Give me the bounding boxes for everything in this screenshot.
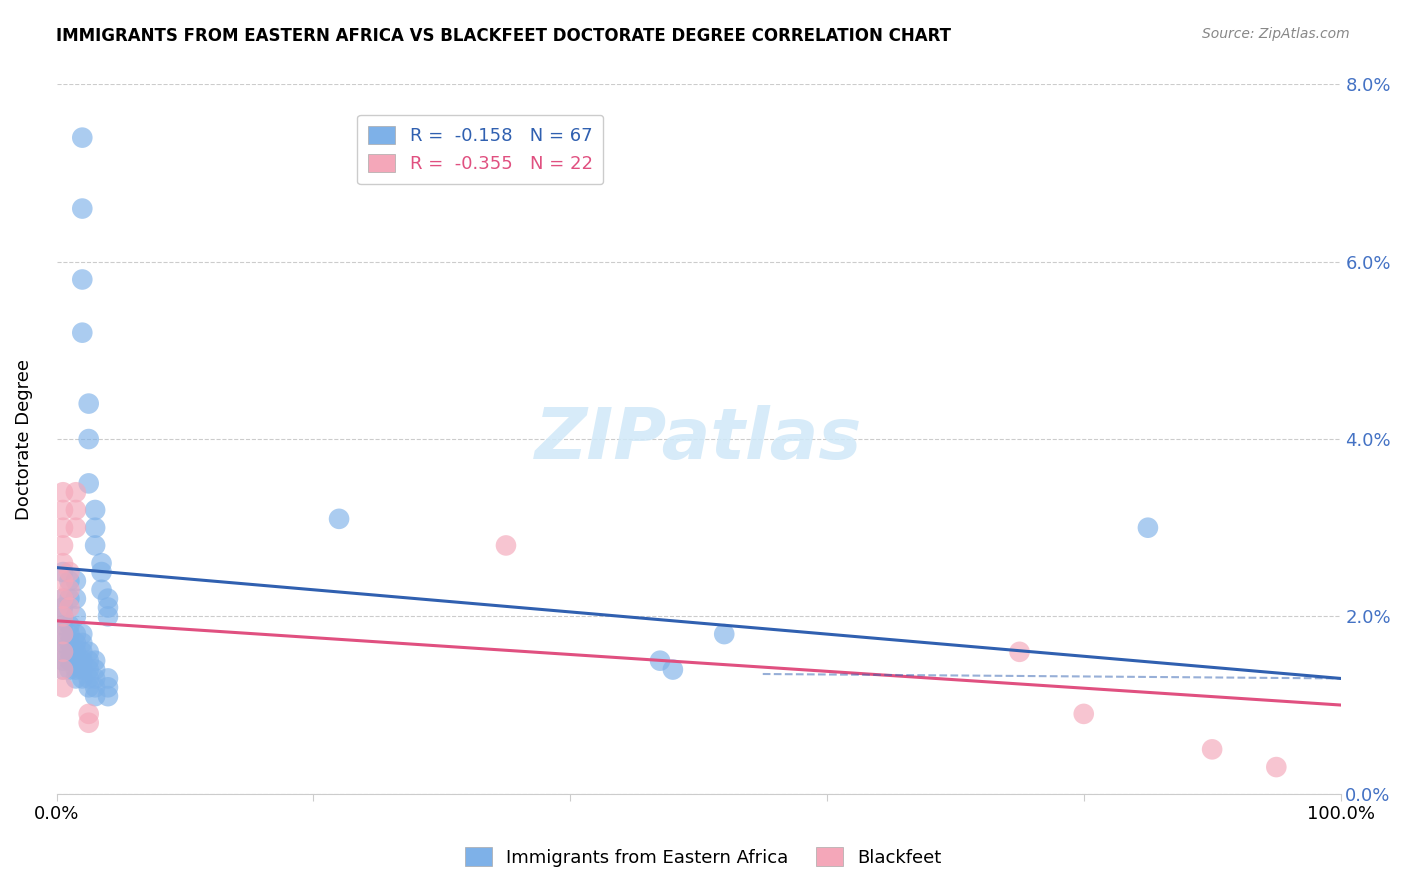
Point <box>65 663 87 677</box>
Point <box>52 681 75 695</box>
Point <box>65 627 87 641</box>
Point <box>65 574 87 588</box>
Point <box>77 715 100 730</box>
Legend: Immigrants from Eastern Africa, Blackfeet: Immigrants from Eastern Africa, Blackfee… <box>457 840 949 874</box>
Point <box>52 485 75 500</box>
Point <box>84 503 107 517</box>
Point <box>90 556 112 570</box>
Point <box>97 672 120 686</box>
Point <box>52 556 75 570</box>
Point <box>72 636 94 650</box>
Y-axis label: Doctorate Degree: Doctorate Degree <box>15 359 32 519</box>
Point <box>84 538 107 552</box>
Point <box>52 574 75 588</box>
Point <box>58 618 80 632</box>
Point <box>1265 760 1288 774</box>
Point <box>52 600 75 615</box>
Point <box>65 636 87 650</box>
Point <box>72 130 94 145</box>
Point <box>65 645 87 659</box>
Point <box>648 654 671 668</box>
Point <box>58 645 80 659</box>
Point <box>58 663 80 677</box>
Point <box>72 672 94 686</box>
Point <box>662 663 685 677</box>
Point <box>58 582 80 597</box>
Point <box>84 654 107 668</box>
Point <box>65 521 87 535</box>
Point <box>84 672 107 686</box>
Point <box>1201 742 1223 756</box>
Legend: R =  -0.158   N = 67, R =  -0.355   N = 22: R = -0.158 N = 67, R = -0.355 N = 22 <box>357 115 603 184</box>
Point <box>72 654 94 668</box>
Point <box>65 654 87 668</box>
Point <box>52 627 75 641</box>
Point <box>58 600 80 615</box>
Point <box>52 591 75 606</box>
Point <box>65 609 87 624</box>
Point <box>52 609 75 624</box>
Point <box>52 521 75 535</box>
Point <box>52 503 75 517</box>
Point <box>52 645 75 659</box>
Point <box>97 591 120 606</box>
Point <box>90 565 112 579</box>
Point <box>77 681 100 695</box>
Point <box>495 538 517 552</box>
Point <box>90 582 112 597</box>
Point <box>77 654 100 668</box>
Text: IMMIGRANTS FROM EASTERN AFRICA VS BLACKFEET DOCTORATE DEGREE CORRELATION CHART: IMMIGRANTS FROM EASTERN AFRICA VS BLACKF… <box>56 27 952 45</box>
Point <box>52 627 75 641</box>
Point <box>77 706 100 721</box>
Point <box>72 645 94 659</box>
Point <box>72 627 94 641</box>
Point <box>84 689 107 703</box>
Point <box>713 627 735 641</box>
Point <box>77 396 100 410</box>
Point <box>72 326 94 340</box>
Point <box>1136 521 1159 535</box>
Point <box>65 591 87 606</box>
Point <box>52 565 75 579</box>
Point <box>84 521 107 535</box>
Point <box>52 663 75 677</box>
Point <box>84 681 107 695</box>
Point <box>65 672 87 686</box>
Point <box>72 202 94 216</box>
Point <box>52 654 75 668</box>
Point <box>77 672 100 686</box>
Point <box>97 600 120 615</box>
Point <box>52 618 75 632</box>
Point <box>52 636 75 650</box>
Point <box>52 538 75 552</box>
Point <box>1073 706 1095 721</box>
Point <box>77 645 100 659</box>
Point <box>58 574 80 588</box>
Point <box>58 565 80 579</box>
Text: Source: ZipAtlas.com: Source: ZipAtlas.com <box>1202 27 1350 41</box>
Point <box>77 432 100 446</box>
Point <box>52 645 75 659</box>
Point <box>52 591 75 606</box>
Point <box>77 476 100 491</box>
Point <box>77 663 100 677</box>
Point <box>72 663 94 677</box>
Point <box>97 689 120 703</box>
Point <box>52 663 75 677</box>
Point <box>52 609 75 624</box>
Point <box>58 636 80 650</box>
Point <box>97 681 120 695</box>
Point <box>1008 645 1031 659</box>
Point <box>84 663 107 677</box>
Point <box>328 512 350 526</box>
Point <box>58 627 80 641</box>
Point <box>58 591 80 606</box>
Point <box>97 609 120 624</box>
Point <box>72 272 94 286</box>
Point <box>58 654 80 668</box>
Point <box>65 485 87 500</box>
Text: ZIPatlas: ZIPatlas <box>534 405 862 474</box>
Point <box>65 503 87 517</box>
